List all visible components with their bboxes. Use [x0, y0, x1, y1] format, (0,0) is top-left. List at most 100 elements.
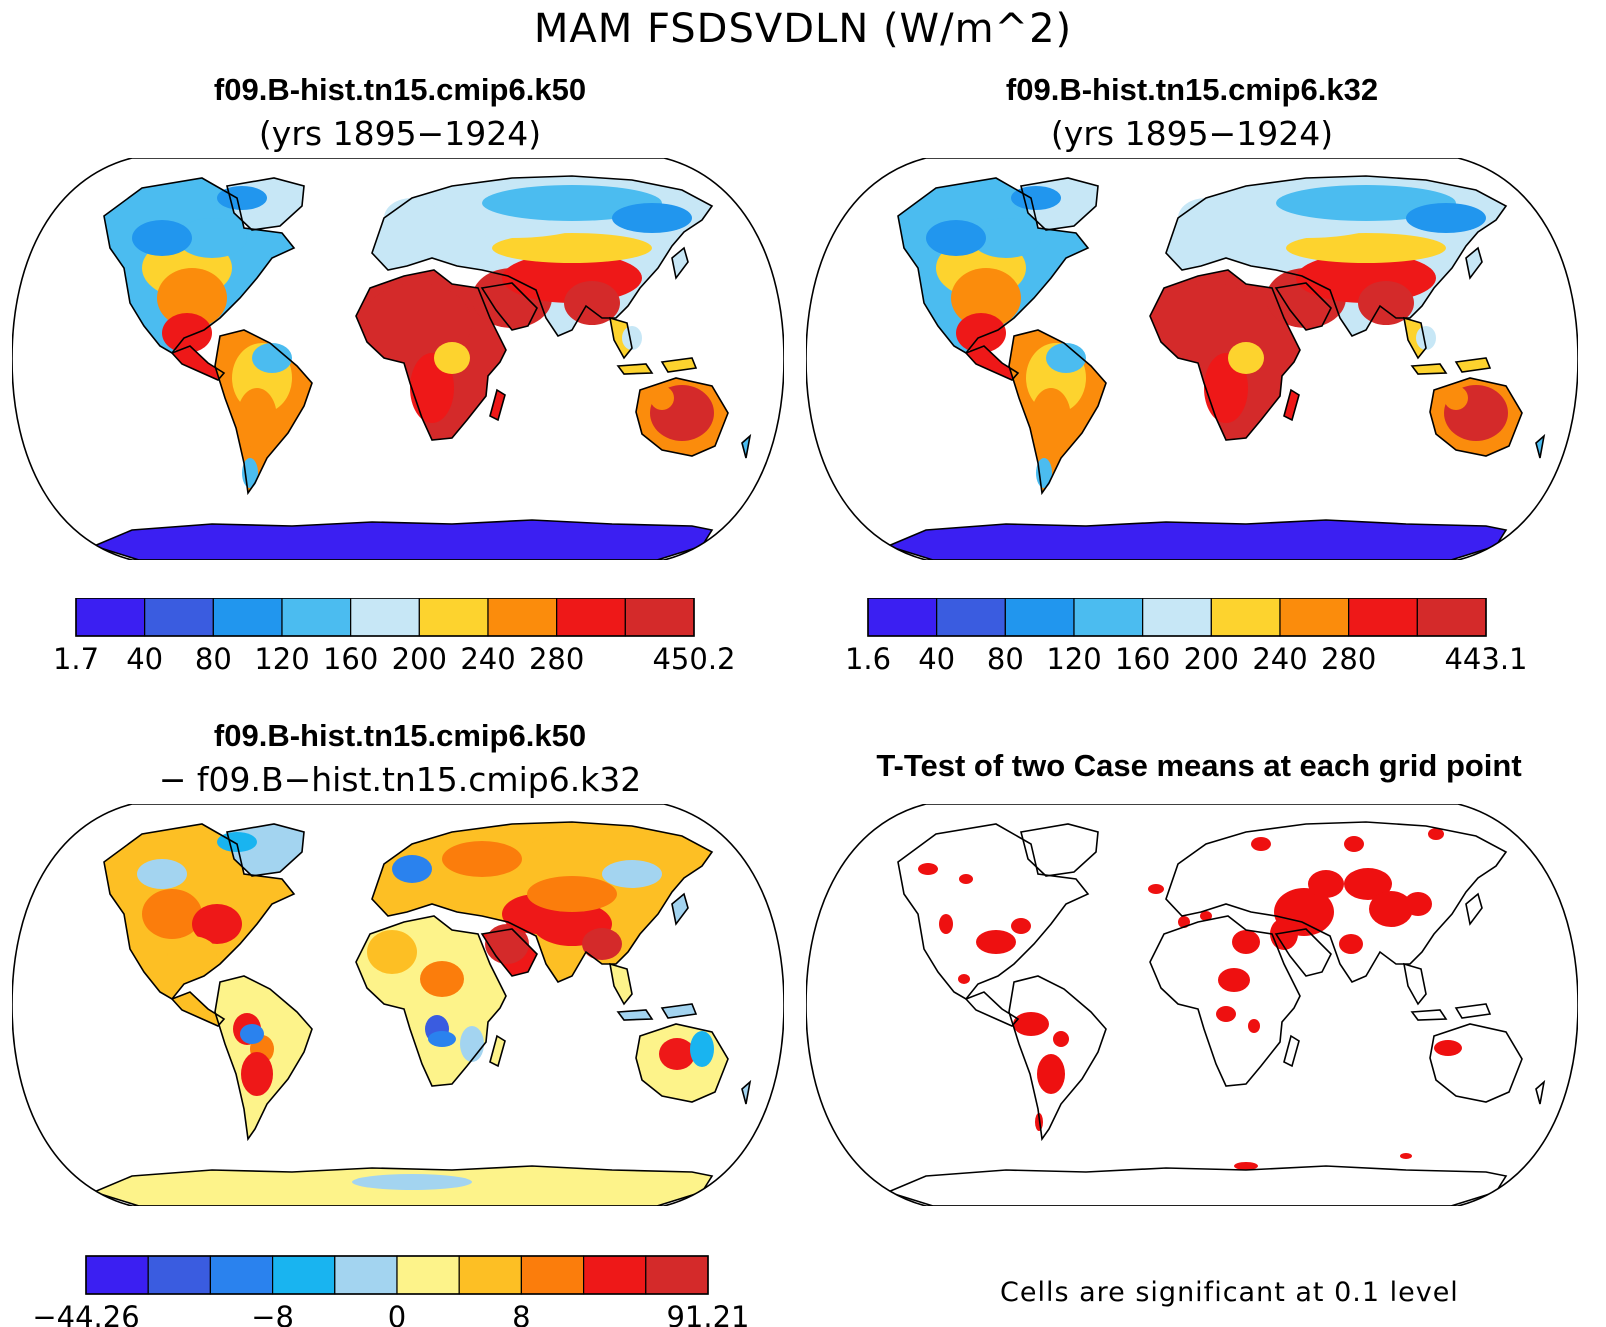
colorbar-tick-label: 120 [254, 642, 309, 676]
coastline-indonesia [616, 357, 698, 375]
land-antarctica [94, 520, 712, 560]
coastline-northAmerica [897, 823, 1090, 1001]
coastline-greenland [226, 823, 305, 877]
field-shading [1344, 836, 1364, 852]
colorbar-tick-label: 8 [512, 1300, 530, 1327]
coastline-newZealand [1535, 1079, 1546, 1105]
significance-note: Cells are significant at 0.1 level [1000, 1277, 1459, 1308]
land-centralAmerica [172, 346, 224, 380]
field-shading [1358, 281, 1414, 325]
field-shading [177, 218, 247, 258]
field-shading [527, 876, 617, 912]
field-shading [1428, 828, 1444, 840]
field-shading [1434, 1040, 1462, 1056]
coastline-centralAmerica [170, 991, 226, 1027]
map-boundary [12, 158, 784, 560]
coastline-eurasia [371, 821, 714, 983]
coastline-madagascar [1283, 1034, 1300, 1068]
map-panel-k32 [806, 158, 1578, 560]
colorbar-swatch [209, 1255, 274, 1295]
panel3-title: f09.B-hist.tn15.cmip6.k50 [213, 718, 587, 753]
field-shading [1218, 968, 1250, 992]
field-shading [1013, 1012, 1049, 1036]
coastline-greenland [226, 177, 305, 231]
page-title: MAM FSDSVDLN (W/m^2) [533, 6, 1073, 52]
field-shading [192, 904, 242, 944]
colorbar-swatch [1279, 598, 1350, 637]
field-shading [564, 281, 620, 325]
panel1-subtitle: (yrs 1895−1924) [258, 114, 542, 153]
field-shading [939, 914, 953, 934]
field-shading [1251, 837, 1271, 851]
field-shading [1270, 918, 1298, 950]
coastline-arabia [1274, 928, 1332, 977]
field-shading [367, 930, 417, 974]
coastline-madagascar [489, 1034, 506, 1068]
colorbar-swatch [1073, 598, 1144, 637]
field-shading [1011, 918, 1031, 934]
coastline-southAmerica [214, 975, 313, 1142]
colorbar-tick-label: 120 [1046, 642, 1101, 676]
coastline-seAsia [1402, 316, 1427, 360]
field-shading [420, 961, 464, 997]
field-shading [162, 313, 212, 353]
field-shading [1053, 1031, 1069, 1047]
field-shading [1444, 386, 1468, 410]
land-seAsia [610, 964, 632, 1004]
panel2-subtitle: (yrs 1895−1924) [1050, 114, 1334, 153]
coastline-indonesia [616, 1003, 698, 1021]
colorbar-tick-label: 200 [392, 642, 447, 676]
field-shading [582, 928, 622, 960]
colorbar-difference: −44.26 −8 0 8 91.21 [32, 1255, 750, 1327]
coastline-centralAmerica [964, 991, 1020, 1027]
field-shading [1406, 203, 1486, 233]
colorbar-tick-label: 80 [195, 642, 232, 676]
colorbar-swatch [350, 598, 420, 637]
coastline-newZealand [741, 1079, 752, 1105]
colorbar-tick-label: 443.1 [1444, 642, 1527, 676]
field-shading [192, 1176, 272, 1192]
field-shading [659, 1038, 695, 1070]
field-shading [1178, 198, 1234, 238]
coastline-seAsia [608, 962, 633, 1006]
colorbar-tick-label: −44.26 [32, 1300, 139, 1327]
coastline-africa [355, 269, 507, 441]
field-shading [650, 386, 674, 410]
coastline-australia [1429, 377, 1523, 457]
field-shading [1234, 1162, 1258, 1170]
field-shading [602, 860, 662, 888]
field-shading [237, 388, 277, 448]
colorbar-swatch [645, 1255, 709, 1295]
field-shading [442, 841, 522, 877]
colorbar-swatch [520, 1255, 585, 1295]
colorbar-tick-label: 91.21 [666, 1300, 749, 1327]
land-antarctica [888, 520, 1506, 560]
land-centralAmerica [172, 992, 224, 1026]
coastline-eurasia [371, 175, 714, 337]
colorbar-frame [85, 1255, 709, 1295]
coastline-australia [1429, 1023, 1523, 1103]
colorbar-tick-label: 450.2 [652, 642, 735, 676]
colorbar-tick-label: 40 [126, 642, 163, 676]
field-shading [241, 1052, 273, 1096]
field-shading [132, 220, 192, 256]
field-shading [217, 186, 267, 210]
colorbar-tick-label: 240 [460, 642, 515, 676]
colorbar-k50: 1.7 40 80 120 160 200 240 280 450.2 [53, 598, 736, 676]
colorbar-tick-label: 240 [1252, 642, 1307, 676]
coastline-antarctica [91, 1165, 714, 1206]
colorbar-frame [75, 598, 695, 637]
field-shading [434, 342, 470, 374]
field-shading [1286, 233, 1446, 263]
coastline-africa [1149, 269, 1301, 441]
coastline-japan [1465, 892, 1483, 926]
colorbar-tick-label: 0 [388, 1300, 406, 1327]
coastline-africa [1149, 915, 1301, 1087]
field-shading [1404, 892, 1432, 916]
colorbar-swatch [556, 598, 626, 637]
colorbar-tick-label: 40 [918, 642, 955, 676]
land-madagascar [1284, 390, 1299, 420]
field-shading [137, 859, 187, 889]
map-boundary [12, 804, 784, 1206]
colorbar-tick-label: 1.7 [53, 642, 99, 676]
